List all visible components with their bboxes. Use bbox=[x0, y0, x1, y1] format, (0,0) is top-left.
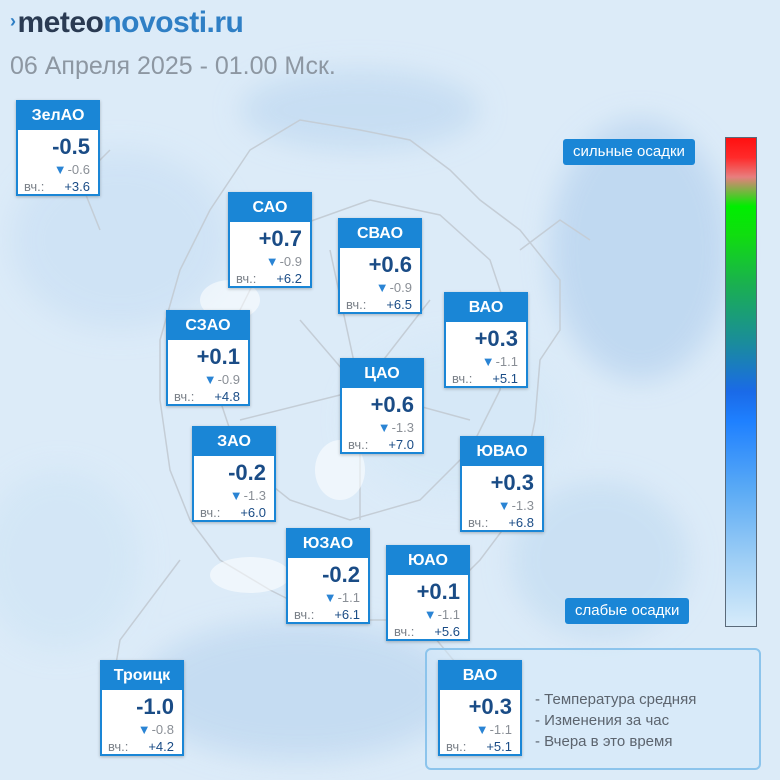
hourly-change: ▼-0.6 bbox=[53, 162, 90, 177]
triangle-down-icon: ▼ bbox=[475, 722, 489, 737]
triangle-down-icon: ▼ bbox=[481, 354, 495, 369]
avg-temperature: +0.1 bbox=[196, 344, 240, 369]
district-name: ВАО bbox=[440, 662, 520, 690]
hourly-change: ▼-0.9 bbox=[203, 372, 240, 387]
triangle-down-icon: ▼ bbox=[53, 162, 67, 177]
hourly-change: ▼-1.3 bbox=[377, 420, 414, 435]
avg-temperature: -0.2 bbox=[322, 562, 360, 587]
avg-temperature: +0.3 bbox=[468, 694, 512, 719]
district-card: ЦАО +0.6 ▼-1.3 вч.: +7.0 bbox=[340, 358, 424, 454]
district-card: ЮЗАО -0.2 ▼-1.1 вч.: +6.1 bbox=[286, 528, 370, 624]
site-logo[interactable]: ›meteonovosti.ru bbox=[10, 6, 244, 39]
legend-item-avg-temp: - Температура средняя bbox=[535, 691, 697, 708]
weak-precip-label: слабые осадки bbox=[565, 598, 690, 624]
triangle-down-icon: ▼ bbox=[265, 254, 279, 269]
district-card: ЮАО +0.1 ▼-1.1 вч.: +5.6 bbox=[386, 545, 470, 641]
district-card: ЗелАО -0.5 ▼-0.6 вч.: +3.6 bbox=[16, 100, 100, 196]
triangle-down-icon: ▼ bbox=[423, 607, 437, 622]
hourly-change: ▼-0.9 bbox=[375, 280, 412, 295]
district-card: ЗАО -0.2 ▼-1.3 вч.: +6.0 bbox=[192, 426, 276, 522]
district-card: СЗАО +0.1 ▼-0.9 вч.: +4.8 bbox=[166, 310, 250, 406]
district-name: ЦАО bbox=[342, 360, 422, 388]
district-card: Троицк -1.0 ▼-0.8 вч.: +4.2 bbox=[100, 660, 184, 756]
hourly-change: ▼-1.3 bbox=[497, 498, 534, 513]
district-name: Троицк bbox=[102, 662, 182, 690]
hourly-change: ▼-0.9 bbox=[265, 254, 302, 269]
district-name: САО bbox=[230, 194, 310, 222]
avg-temperature: +0.6 bbox=[370, 392, 414, 417]
district-name: ЮАО bbox=[388, 547, 468, 575]
hourly-change: ▼-0.8 bbox=[137, 722, 174, 737]
avg-temperature: -0.2 bbox=[228, 460, 266, 485]
district-name: ЗелАО bbox=[18, 102, 98, 130]
hourly-change: ▼-1.1 bbox=[475, 722, 512, 737]
district-name: ЮВАО bbox=[462, 438, 542, 466]
forecast-datetime: 06 Апреля 2025 - 01.00 Мск. bbox=[10, 52, 336, 80]
hourly-change: ▼-1.1 bbox=[423, 607, 460, 622]
hourly-change: ▼-1.1 bbox=[481, 354, 518, 369]
legend-sample-card: ВАО +0.3 ▼-1.1 вч.: +5.1 bbox=[438, 660, 522, 756]
district-name: СВАО bbox=[340, 220, 420, 248]
triangle-down-icon: ▼ bbox=[203, 372, 217, 387]
district-card: ВАО +0.3 ▼-1.1 вч.: +5.1 bbox=[444, 292, 528, 388]
district-name: ВАО bbox=[446, 294, 526, 322]
legend-item-yesterday: - Вчера в это время bbox=[535, 733, 673, 750]
district-card: СВАО +0.6 ▼-0.9 вч.: +6.5 bbox=[338, 218, 422, 314]
avg-temperature: -0.5 bbox=[52, 134, 90, 159]
strong-precip-label: сильные осадки bbox=[563, 139, 695, 165]
triangle-down-icon: ▼ bbox=[323, 590, 337, 605]
triangle-down-icon: ▼ bbox=[137, 722, 151, 737]
avg-temperature: +0.7 bbox=[258, 226, 302, 251]
district-card: ЮВАО +0.3 ▼-1.3 вч.: +6.8 bbox=[460, 436, 544, 532]
district-name: ЗАО bbox=[194, 428, 274, 456]
triangle-down-icon: ▼ bbox=[497, 498, 511, 513]
district-card: САО +0.7 ▼-0.9 вч.: +6.2 bbox=[228, 192, 312, 288]
chevron-right-icon: › bbox=[10, 11, 16, 31]
hourly-change: ▼-1.1 bbox=[323, 590, 360, 605]
triangle-down-icon: ▼ bbox=[375, 280, 389, 295]
hourly-change: ▼-1.3 bbox=[229, 488, 266, 503]
avg-temperature: +0.1 bbox=[416, 579, 460, 604]
avg-temperature: +0.6 bbox=[368, 252, 412, 277]
avg-temperature: +0.3 bbox=[490, 470, 534, 495]
district-name: СЗАО bbox=[168, 312, 248, 340]
avg-temperature: +0.3 bbox=[474, 326, 518, 351]
precipitation-scale-bar bbox=[725, 137, 757, 627]
triangle-down-icon: ▼ bbox=[229, 488, 243, 503]
avg-temperature: -1.0 bbox=[136, 694, 174, 719]
legend-item-hourly-change: - Изменения за час bbox=[535, 712, 670, 729]
district-name: ЮЗАО bbox=[288, 530, 368, 558]
triangle-down-icon: ▼ bbox=[377, 420, 391, 435]
